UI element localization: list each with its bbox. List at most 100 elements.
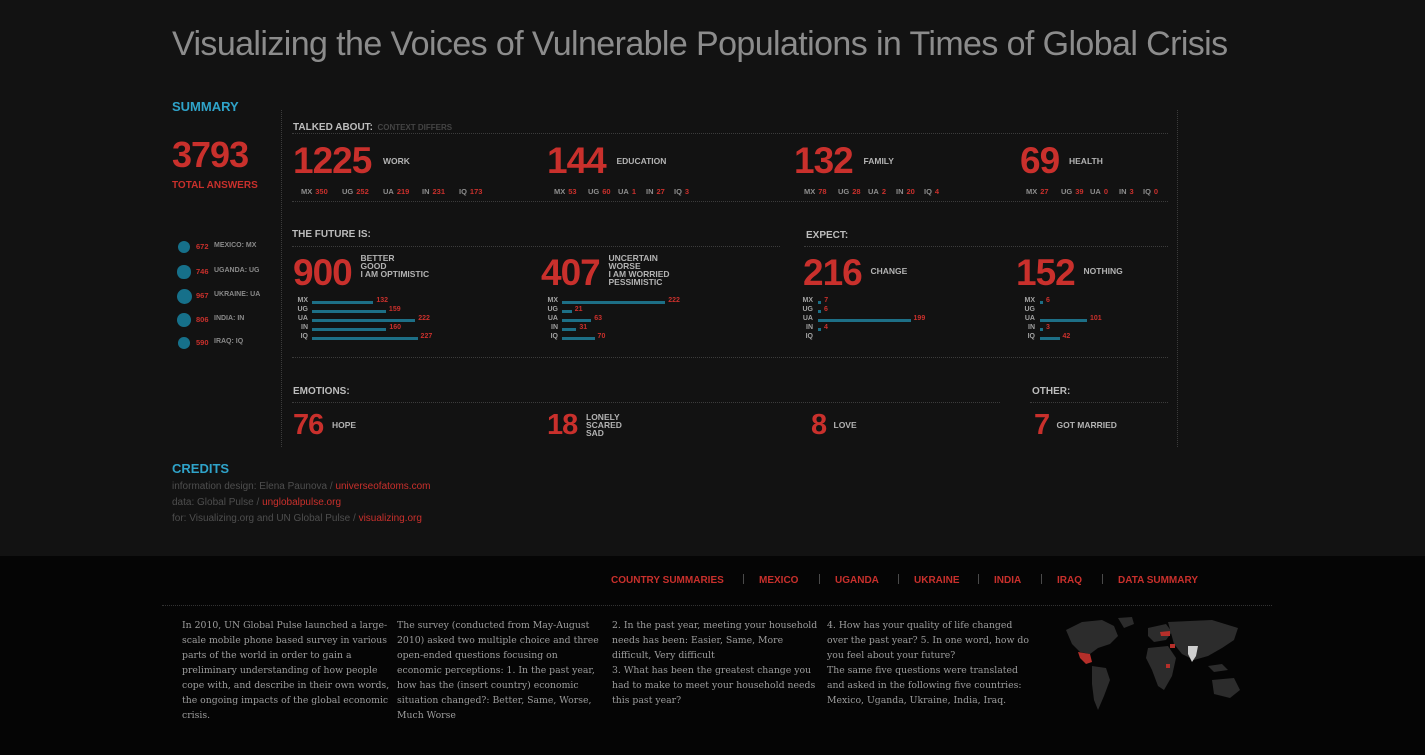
country-code: IN — [646, 187, 654, 196]
country-count: 590 — [196, 338, 209, 347]
country-value: 3 — [1129, 187, 1134, 196]
country-value: 2 — [881, 187, 887, 196]
bar-value: 132 — [376, 297, 389, 304]
nav-link-iraq[interactable]: IRAQ — [1057, 575, 1082, 586]
bar-country-code: MX — [547, 297, 559, 304]
nav-separator — [819, 574, 820, 584]
country-code: UA — [1090, 187, 1101, 196]
future-label: NOTHING — [1084, 267, 1123, 276]
country-code: IQ — [459, 187, 467, 196]
country-breakdown: MX 78 — [804, 181, 827, 199]
country-value: 39 — [1075, 187, 1084, 196]
country-count: 746 — [196, 267, 209, 276]
total-answers-label: TOTAL ANSWERS — [172, 180, 258, 191]
bar — [562, 310, 572, 313]
country-label: INDIA: IN — [214, 315, 245, 322]
country-breakdown: IN 3 — [1119, 181, 1134, 199]
credit-link[interactable]: universeofatoms.com — [335, 481, 431, 492]
country-breakdown: UA 2 — [868, 181, 886, 199]
credit-text: for: Visualizing.org and UN Global Pulse… — [172, 513, 359, 524]
country-code: UG — [1061, 187, 1073, 196]
country-breakdown: IQ 4 — [924, 181, 939, 199]
future-number: 152 — [1016, 252, 1076, 293]
future-number: 216 — [803, 252, 863, 293]
divider — [292, 133, 1168, 134]
total-answers-value: 3793 — [172, 134, 249, 175]
divider — [292, 357, 1168, 358]
future-heading: THE FUTURE IS: — [292, 229, 371, 240]
emotion-label-line: LONELY — [586, 412, 620, 422]
bar — [818, 328, 821, 331]
emotion-label: LONELY SCARED SAD — [586, 412, 622, 438]
country-breakdown: MX 350 — [301, 181, 328, 199]
nav-separator — [743, 574, 744, 584]
country-breakdown: IN 20 — [896, 181, 915, 199]
map-mexico-highlight — [1078, 652, 1092, 664]
other-heading: OTHER: — [1032, 386, 1071, 397]
nav-link-mexico[interactable]: MEXICO — [759, 575, 799, 586]
bar-value: 6 — [824, 306, 828, 313]
future-label-line: WORSE — [608, 261, 641, 271]
future-label: CHANGE — [870, 266, 908, 276]
map-ukraine-highlight — [1160, 631, 1170, 636]
bar-value: 31 — [579, 324, 588, 331]
bar-value: 222 — [418, 315, 430, 322]
country-value: 78 — [818, 187, 827, 196]
nav-link-uganda[interactable]: UGANDA — [835, 575, 879, 586]
country-value: 27 — [1040, 187, 1049, 196]
country-code: IQ — [924, 187, 932, 196]
credit-link[interactable]: unglobalpulse.org — [262, 497, 342, 508]
bar-country-code: IQ — [1027, 333, 1035, 340]
emotion-label-line: LOVE — [833, 420, 857, 430]
country-code: IQ — [674, 187, 682, 196]
bar — [562, 337, 595, 340]
country-code: IN — [1119, 187, 1127, 196]
summary-heading: SUMMARY — [172, 99, 239, 114]
bar-country-code: UA — [802, 315, 813, 322]
bar-country-code: IN — [1028, 324, 1035, 331]
emotion-label-line: GOT MARRIED — [1056, 420, 1117, 430]
nav-link-data-summary[interactable]: DATA SUMMARY — [1118, 575, 1198, 586]
emotion-number: 8 — [811, 409, 827, 441]
bar-value: 4 — [824, 324, 828, 331]
divider — [292, 402, 1000, 403]
expect-heading: EXPECT: — [806, 230, 849, 241]
bar-country-code: IN — [551, 324, 558, 331]
country-circle — [177, 313, 191, 327]
credit-line: information design: Elena Paunova / univ… — [172, 481, 430, 492]
nav-link-ukraine[interactable]: UKRAINE — [914, 575, 960, 586]
nav-link-india[interactable]: INDIA — [994, 575, 1022, 586]
credit-text: data: Global Pulse / — [172, 497, 263, 508]
emotion-label-line: HOPE — [332, 420, 357, 430]
emotion-label: LOVE — [833, 420, 857, 430]
emotion-label-line: SAD — [586, 428, 604, 438]
bar-country-code: MX — [297, 297, 309, 304]
footer-paragraph: 3. What has been the greatest change you… — [612, 665, 816, 706]
footer-paragraph: The survey (conducted from May-August 20… — [397, 620, 599, 721]
talked-about-number: 132 — [794, 140, 854, 181]
country-value: 0 — [1103, 187, 1109, 196]
bar — [818, 301, 822, 304]
emotion-label-line: SCARED — [586, 420, 622, 430]
credit-link[interactable]: visualizing.org — [358, 513, 422, 524]
bar-value: 101 — [1089, 315, 1102, 322]
world-map — [1066, 617, 1240, 710]
bar-value: 222 — [668, 297, 680, 304]
nav-link-country-summaries[interactable]: COUNTRY SUMMARIES — [611, 575, 724, 586]
talked-about-header: TALKED ABOUT: CONTEXT DIFFERS — [293, 117, 452, 135]
future-label-line: CHANGE — [870, 266, 908, 276]
divider — [1030, 402, 1168, 403]
country-breakdown: UA 1 — [618, 181, 636, 199]
country-code: MX — [804, 187, 816, 196]
right-divider — [1177, 110, 1178, 447]
bar-country-code: MX — [1024, 297, 1036, 304]
country-label: MEXICO: MX — [214, 242, 257, 249]
map-asia — [1168, 620, 1238, 660]
country-code: UG — [838, 187, 850, 196]
footer-column: 4. How has your quality of life changed … — [827, 618, 1032, 708]
nav-separator — [1041, 574, 1042, 584]
nav-separator — [898, 574, 899, 584]
map-australia — [1212, 678, 1240, 698]
bar — [818, 319, 911, 322]
country-value: 60 — [602, 187, 611, 196]
